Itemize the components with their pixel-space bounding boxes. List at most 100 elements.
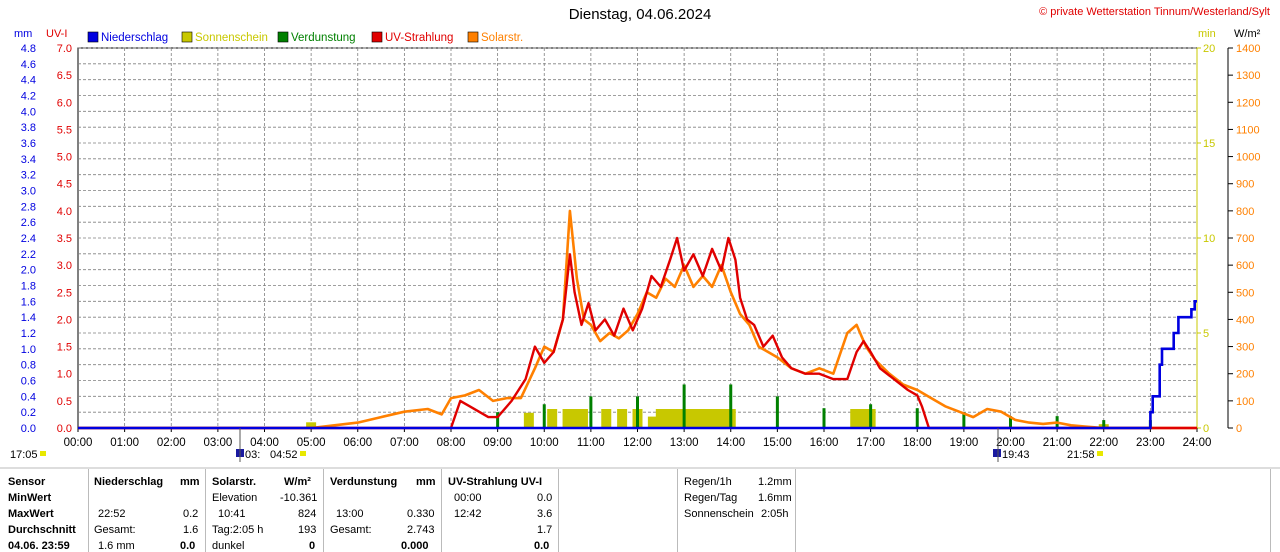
sunshine-bar <box>601 409 612 428</box>
uvi-tick-label: 4.0 <box>57 206 72 218</box>
mm-tick-label: 2.4 <box>21 233 36 245</box>
stats-divider <box>205 469 206 552</box>
x-tick-label: 05:00 <box>297 437 326 449</box>
row-label-max: MaxWert <box>8 508 54 520</box>
unit-uvi-label: UV-I <box>46 28 67 40</box>
time-marker-left: 17:05 <box>10 449 38 461</box>
sunshine-bar <box>671 409 682 428</box>
evap-max-value: 0.330 <box>407 508 435 520</box>
x-tick-label: 12:00 <box>623 437 652 449</box>
uvi-tick-label: 0.0 <box>57 423 72 435</box>
precip-max-value: 0.2 <box>183 508 199 520</box>
mm-tick-label: 4.2 <box>21 91 36 103</box>
sunshine-bar <box>306 422 317 428</box>
sunrise-marker-label: 03: <box>245 449 260 461</box>
mm-tick-label: 3.4 <box>21 154 36 166</box>
mm-tick-label: 3.8 <box>21 122 36 134</box>
min-tick-label: 5 <box>1203 328 1209 340</box>
wm2-tick-label: 400 <box>1236 314 1254 326</box>
precipitation-line <box>78 300 1197 430</box>
mm-tick-label: 0.2 <box>21 407 36 419</box>
wm2-tick-label: 900 <box>1236 179 1254 191</box>
sunshine-bar <box>562 409 573 428</box>
stats-divider <box>323 469 324 552</box>
x-tick-label: 16:00 <box>810 437 839 449</box>
mm-tick-label: 2.0 <box>21 265 36 277</box>
evap-current-value: 0.000 <box>401 540 429 552</box>
row-label-min: MinWert <box>8 492 52 504</box>
legend-label: Verdunstung <box>291 32 356 44</box>
uvi-tick-label: 4.5 <box>57 179 72 191</box>
sun-marker-icon <box>40 451 46 456</box>
solar-current-text: dunkel <box>212 540 245 552</box>
sunshine-bar <box>570 409 581 428</box>
evap-total-value: 2.743 <box>407 524 435 536</box>
mm-tick-label: 4.0 <box>21 106 36 118</box>
uvi-tick-label: 1.0 <box>57 369 72 381</box>
evap-header: Verdunstung <box>330 476 398 488</box>
mm-tick-label: 3.6 <box>21 138 36 150</box>
legend-swatch <box>467 31 479 43</box>
statistics-table: Sensor MinWert MaxWert Durchschnitt 04.0… <box>0 473 1280 552</box>
uvi-tick-label: 3.5 <box>57 233 72 245</box>
solar-unit: W/m² <box>284 476 311 488</box>
x-tick-label: 17:00 <box>856 437 885 449</box>
uvi-tick-label: 5.0 <box>57 152 72 164</box>
legend-swatch <box>181 31 193 43</box>
wm2-tick-label: 1000 <box>1236 152 1260 164</box>
precip-total-label: Gesamt: <box>94 524 136 536</box>
mm-tick-label: 4.8 <box>21 43 36 55</box>
x-tick-label: 10:00 <box>530 437 559 449</box>
solar-elevation-value: -10.361 <box>280 492 318 504</box>
unit-min-label: min <box>1198 28 1216 40</box>
stats-divider <box>441 469 442 552</box>
x-tick-label: 23:00 <box>1136 437 1165 449</box>
wm2-tick-label: 300 <box>1236 342 1254 354</box>
uv-max-value: 3.6 <box>537 508 553 520</box>
sunshine-bar <box>577 409 588 428</box>
legend-label: UV-Strahlung <box>385 32 453 44</box>
sunshine-bar <box>717 409 728 428</box>
precip-total-value: 1.6 <box>183 524 199 536</box>
solar-elevation-label: Elevation <box>212 492 258 504</box>
x-tick-label: 08:00 <box>437 437 466 449</box>
uv-avg-value: 1.7 <box>537 524 553 536</box>
x-tick-label: 01:00 <box>110 437 139 449</box>
row-label-current: 04.06. 23:59 <box>8 540 70 552</box>
min-tick-label: 10 <box>1203 233 1215 245</box>
legend-label: Sonnenschein <box>195 32 268 44</box>
weather-chart: 0.0 0.2 0.4 0.6 0.8 1.0 1.2 1.4 1.6 1.8 2.0 2.2 2.4 2… <box>0 28 1280 469</box>
uvi-tick-label: 2.0 <box>57 314 72 326</box>
sunrise-marker-label: 04:52 <box>270 449 298 461</box>
stats-divider <box>677 469 678 552</box>
sunset-icon <box>993 449 1001 457</box>
uv-current-value: 0.0 <box>534 540 550 552</box>
x-tick-label: 24:00 <box>1183 437 1212 449</box>
mm-tick-label: 2.2 <box>21 249 36 261</box>
wm2-tick-label: 1400 <box>1236 43 1260 55</box>
x-tick-label: 22:00 <box>1089 437 1118 449</box>
mm-tick-label: 4.6 <box>21 59 36 71</box>
copyright-note: © private Wetterstation Tinnum/Westerlan… <box>1039 6 1270 18</box>
sunshine-bar <box>687 409 698 428</box>
solar-avg-value: 193 <box>298 524 317 536</box>
x-tick-label: 03:00 <box>203 437 232 449</box>
uvi-tick-label: 2.5 <box>57 287 72 299</box>
mm-tick-label: 3.2 <box>21 170 36 182</box>
precip-current-text: 1.6 mm <box>98 540 135 552</box>
mm-tick-label: 4.4 <box>21 75 36 87</box>
uvi-tick-label: 5.5 <box>57 124 72 136</box>
wm2-tick-label: 100 <box>1236 396 1254 408</box>
uvi-tick-label: 6.5 <box>57 70 72 82</box>
sunshine-bar <box>850 409 861 428</box>
legend-swatch <box>371 31 383 43</box>
sunshine-bar <box>647 416 658 428</box>
x-tick-label: 00:00 <box>64 437 93 449</box>
uv-max-time: 12:42 <box>454 508 482 520</box>
legend-label: Niederschlag <box>101 32 168 44</box>
mm-tick-label: 1.4 <box>21 312 36 324</box>
legend-swatch <box>87 31 99 43</box>
x-tick-label: 20:00 <box>996 437 1025 449</box>
mm-tick-label: 1.6 <box>21 296 36 308</box>
mm-tick-label: 0.4 <box>21 391 36 403</box>
